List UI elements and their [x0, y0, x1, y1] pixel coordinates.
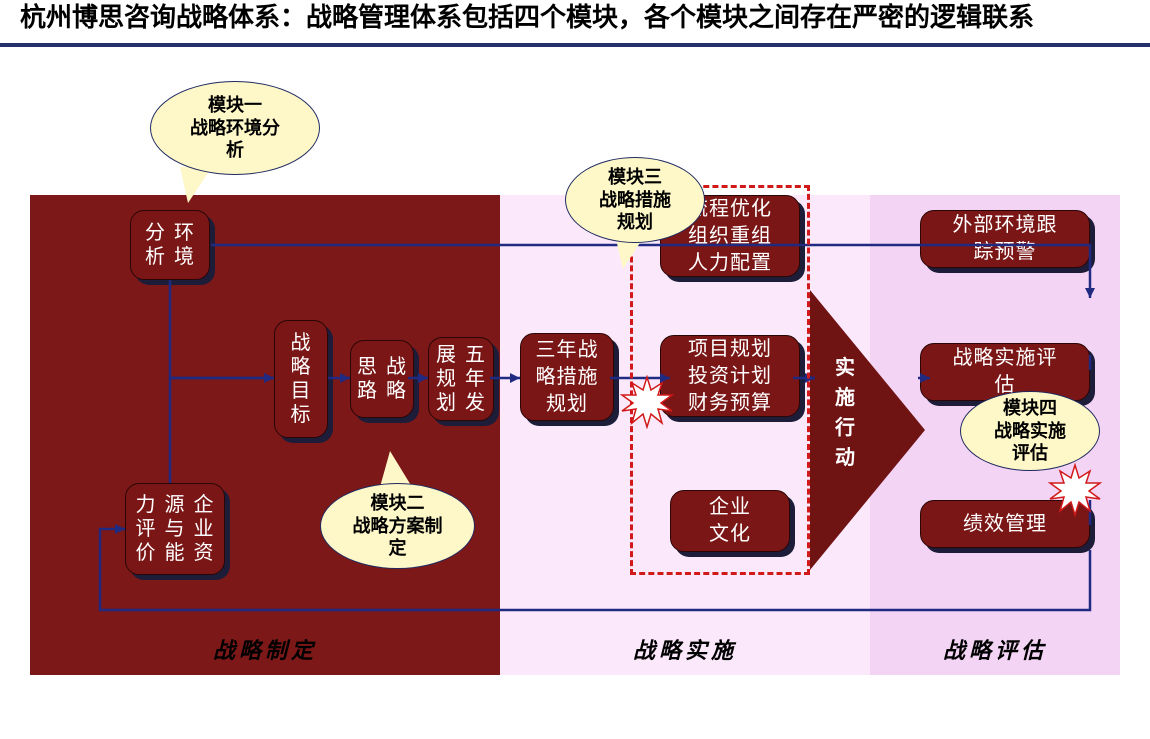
phase-label-2: 战略实施 — [500, 633, 870, 665]
callout-module2-tail — [380, 451, 412, 487]
box-strategy-eval: 战略实施评 估 — [920, 343, 1090, 401]
phase-label-1: 战略制定 — [30, 633, 500, 665]
phase-strategy-formulation: 战略制定 — [30, 195, 500, 675]
box-five-year-plan: 展规划五年发 — [428, 337, 494, 421]
box-three-year-plan: 三年战 略措施 规划 — [520, 333, 614, 421]
callout-module1: 模块一 战略环境分 析 — [150, 81, 320, 175]
callout-module2: 模块二 战略方案制 定 — [320, 483, 475, 569]
phase-label-3: 战略评估 — [870, 633, 1120, 665]
diagram-canvas: 战略制定 战略实施 战略评估 — [30, 85, 1120, 695]
box-enterprise-resources: 力评价源与能企业资 — [125, 483, 225, 575]
callout-module4: 模块四 战略实施 评估 — [960, 391, 1100, 471]
implementation-arrow-label: 实施 行动 — [826, 353, 866, 473]
page-title: 杭州博思咨询战略体系：战略管理体系包括四个模块，各个模块之间存在严密的逻辑联系 — [0, 0, 1150, 47]
callout-module3: 模块三 战略措施 规划 — [565, 157, 705, 243]
starburst-icon — [620, 375, 674, 429]
box-environment-analysis: 分析环境 — [130, 210, 210, 280]
box-strategic-goal: 战略目标 — [274, 320, 328, 438]
starburst-icon — [1048, 463, 1102, 517]
box-strategic-thinking: 思路战略 — [350, 340, 414, 418]
box-external-tracking: 外部环境跟 踪预警 — [920, 210, 1090, 268]
